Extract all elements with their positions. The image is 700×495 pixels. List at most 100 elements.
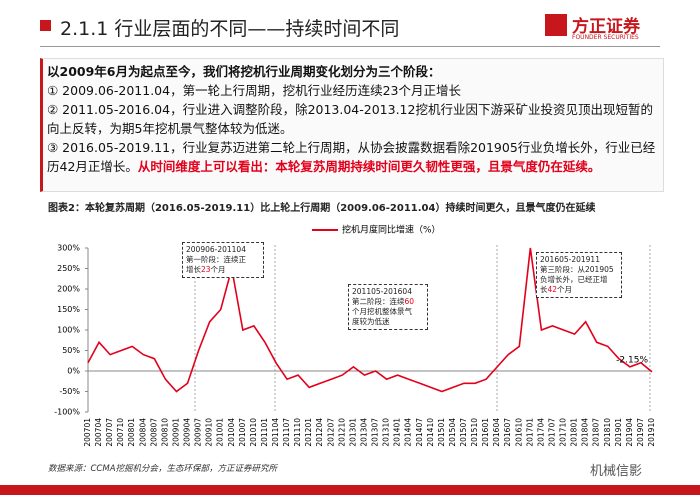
x-tick-label: 200904 xyxy=(183,418,192,447)
ann-text: 第二阶段：连续 xyxy=(352,297,405,306)
x-tick-label: 201107 xyxy=(282,418,291,447)
x-tick-label: 201707 xyxy=(547,418,556,447)
x-tick-label: 200901 xyxy=(171,418,180,447)
x-tick-label: 201801 xyxy=(570,418,579,447)
x-tick-label: 201607 xyxy=(503,418,512,447)
x-tick-label: 201504 xyxy=(448,418,457,447)
title-rule xyxy=(40,46,660,47)
logo-text: 方正证券 xyxy=(572,17,640,37)
y-tick-label: 50% xyxy=(62,346,80,355)
y-tick-label: -100% xyxy=(54,408,80,417)
y-tick-label: 300% xyxy=(57,244,80,253)
x-tick-label: 201410 xyxy=(426,418,435,447)
logo: 方正证券 FOUNDER SECURITIES xyxy=(545,12,660,42)
ann-text: 个月挖机整体景气 xyxy=(352,307,412,316)
x-tick-label: 201701 xyxy=(525,418,534,447)
x-tick-label: 200704 xyxy=(94,418,103,447)
x-tick-label: 201404 xyxy=(404,418,413,447)
x-tick-label: 201507 xyxy=(459,418,468,447)
x-tick-label: 201007 xyxy=(238,418,247,447)
logo-sub: FOUNDER SECURITIES xyxy=(572,34,639,41)
x-tick-label: 201004 xyxy=(227,418,236,447)
footer-bar xyxy=(0,485,700,495)
x-tick-label: 201307 xyxy=(371,418,380,447)
x-tick-label: 201207 xyxy=(326,418,335,447)
y-tick-label: 0% xyxy=(67,367,80,376)
title-marker xyxy=(40,20,51,31)
x-tick-label: 201710 xyxy=(559,418,568,447)
annotation: 201605-201911 第三阶段：从201905 负增长外，已经正增 长42… xyxy=(536,252,622,298)
intro: 以2009年6月为起点至今，我们将挖机行业周期变化划分为三个阶段： xyxy=(47,64,441,79)
ann-text: 度较为低迷 xyxy=(352,317,390,326)
x-tick-label: 201704 xyxy=(536,418,545,447)
x-tick-label: 201901 xyxy=(614,418,623,447)
annotation: 201105-201604 第二阶段：连续60 个月挖机整体景气 度较为低迷 xyxy=(348,284,428,330)
x-tick-label: 200910 xyxy=(205,418,214,447)
legend-label: 挖机月度同比增速（%） xyxy=(342,224,441,236)
ann-text: 负增长外，已经正增 xyxy=(540,275,608,284)
x-tick-label: 200801 xyxy=(127,418,136,447)
chart-title: 图表2：本轮复苏周期（2016.05-2019.11）比上轮上行周期（2009.… xyxy=(48,203,596,214)
y-tick-label: 200% xyxy=(57,285,80,294)
x-tick-label: 201510 xyxy=(470,418,479,447)
x-tick-label: 201110 xyxy=(293,418,302,447)
y-tick-label: 250% xyxy=(57,264,80,273)
text-box: 以2009年6月为起点至今，我们将挖机行业周期变化划分为三个阶段： ① 2009… xyxy=(40,58,664,192)
annotation: 200906-201104 第一阶段：连续正 增长23个月 xyxy=(182,242,264,278)
ann-text: 个月 xyxy=(210,265,226,274)
x-tick-label: 201407 xyxy=(415,418,424,447)
ann-text: 第二阶段：连续60 xyxy=(352,297,424,307)
para: ③ 2016.05-2019.11，行业复苏迈进第二轮上行周期，从协会披露数据看… xyxy=(47,138,659,176)
ann-period: 200906-201104 xyxy=(186,245,246,254)
source: 数据来源：CCMA挖掘机分会，生态环保部，方正证券研究所 xyxy=(48,464,278,474)
ann-period: 201105-201604 xyxy=(352,287,412,296)
x-tick-label: 201401 xyxy=(393,418,402,447)
x-tick-label: 201601 xyxy=(481,418,490,447)
ann-period: 201605-201911 xyxy=(540,255,600,264)
x-tick-label: 201904 xyxy=(625,418,634,447)
x-tick-label: 200810 xyxy=(160,418,169,447)
x-tick-label: 201210 xyxy=(337,418,346,447)
para: ② 2011.05-2016.04，行业进入调整阶段，除2013.04-2013… xyxy=(47,102,653,136)
x-tick-label: 201201 xyxy=(304,418,313,447)
x-tick-label: 201604 xyxy=(492,418,501,447)
x-tick-label: 200701 xyxy=(83,418,92,447)
x-tick-label: 201810 xyxy=(603,418,612,447)
x-tick-label: 200707 xyxy=(105,418,114,447)
x-tick-label: 200804 xyxy=(138,418,147,447)
ann-text: 长 xyxy=(540,285,548,294)
ann-text: 第三阶段：从201905 xyxy=(540,265,614,274)
x-tick-label: 201001 xyxy=(216,418,225,447)
y-tick-label: 150% xyxy=(57,305,80,314)
ann-text: 增长23个月 xyxy=(186,265,260,275)
para: ① 2009.06-2011.04，第一轮上行周期，挖机行业经历连续23个月正增… xyxy=(47,83,461,98)
x-tick-label: 201304 xyxy=(359,418,368,447)
x-tick-label: 201301 xyxy=(348,418,357,447)
series-line xyxy=(87,247,653,393)
x-tick-label: 201804 xyxy=(581,418,590,447)
x-tick-label: 201610 xyxy=(514,418,523,447)
para-text: ③ 2016.05-2019.11，行业复苏迈进第二轮上行周期，从协会披露数据看… xyxy=(47,140,656,174)
highlight: 从时间维度上可以看出：本轮复苏周期持续时间更久韧性更强，且景气度仍在延续。 xyxy=(137,159,601,174)
y-tick-label: 100% xyxy=(57,326,80,335)
ann-text: 长42个月 xyxy=(540,285,618,295)
x-tick-label: 201101 xyxy=(260,418,269,447)
value-label: -2.15% xyxy=(616,355,648,365)
ann-text: 增长 xyxy=(186,265,201,274)
x-tick-label: 201310 xyxy=(382,418,391,447)
ann-num: 42 xyxy=(547,285,558,294)
x-tick-label: 201010 xyxy=(249,418,258,447)
ann-text: 个月 xyxy=(557,285,573,294)
slide-title: 2.1.1 行业层面的不同——持续时间不同 xyxy=(60,18,400,40)
x-tick-label: 200907 xyxy=(194,418,203,447)
x-tick-label: 201501 xyxy=(437,418,446,447)
ann-num: 60 xyxy=(404,297,415,306)
x-tick-label: 201104 xyxy=(271,418,280,447)
x-tick-label: 201910 xyxy=(647,418,656,447)
x-tick-label: 200710 xyxy=(116,418,125,447)
ann-text: 第一阶段：连续正 xyxy=(186,255,246,264)
x-tick-label: 201907 xyxy=(636,418,645,447)
x-tick-label: 201807 xyxy=(592,418,601,447)
